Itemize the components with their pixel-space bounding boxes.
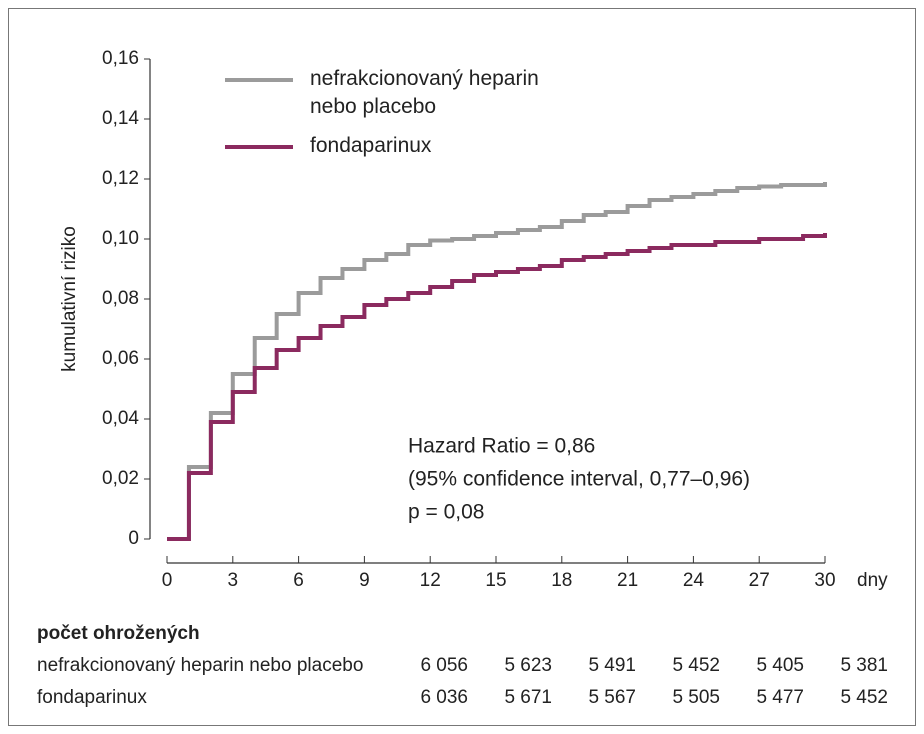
- risk-cell: 5 623: [504, 655, 552, 676]
- x-tick-label: 21: [617, 570, 638, 591]
- step-line: [167, 233, 827, 541]
- y-tick-label: 0,06: [102, 348, 139, 369]
- step-line: [167, 182, 827, 541]
- x-tick-label: 15: [485, 570, 506, 591]
- x-axis-label: dny: [857, 570, 888, 591]
- x-tick-label: 27: [749, 570, 770, 591]
- x-tick-label: 12: [420, 570, 441, 591]
- risk-cell: 5 671: [504, 687, 552, 708]
- y-tick-label: 0,14: [102, 108, 139, 129]
- frame: [8, 8, 916, 726]
- risk-cell: 5 452: [840, 687, 888, 708]
- risk-row-label: nefrakcionovaný heparin nebo placebo: [37, 655, 363, 676]
- y-tick-label: 0,12: [102, 168, 139, 189]
- legend-label: fondaparinux: [310, 134, 432, 157]
- x-tick-label: 18: [551, 570, 572, 591]
- risk-row-label: fondaparinux: [37, 687, 147, 708]
- annotation: Hazard Ratio = 0,86: [408, 435, 595, 458]
- y-tick-label: 0,16: [102, 48, 139, 69]
- annotation: (95% confidence interval, 0,77–0,96): [408, 468, 750, 491]
- annotation: p = 0,08: [408, 501, 484, 524]
- risk-cell: 6 056: [420, 655, 468, 676]
- x-tick-label: 9: [359, 570, 370, 591]
- y-tick-label: 0,08: [102, 288, 139, 309]
- risk-cell: 5 491: [588, 655, 636, 676]
- x-tick-label: 3: [228, 570, 239, 591]
- legend-label: nefrakcionovaný heparin nebo placebo: [310, 67, 539, 118]
- risk-cell: 5 505: [672, 687, 720, 708]
- risk-cell: 5 452: [672, 655, 720, 676]
- x-tick-label: 0: [162, 570, 173, 591]
- x-tick-label: 6: [293, 570, 304, 591]
- risk-cell: 5 381: [840, 655, 888, 676]
- y-axis-label: kumulativní riziko: [59, 226, 80, 372]
- x-tick-label: 24: [683, 570, 705, 591]
- risk-cell: 6 036: [420, 687, 468, 708]
- risk-table-title: počet ohrožených: [37, 623, 200, 644]
- x-tick-label: 30: [814, 570, 835, 591]
- risk-cell: 5 477: [756, 687, 804, 708]
- y-tick-label: 0: [128, 528, 139, 549]
- y-tick-label: 0,04: [102, 408, 139, 429]
- y-tick-label: 0,02: [102, 468, 139, 489]
- risk-cell: 5 405: [756, 655, 804, 676]
- risk-cell: 5 567: [588, 687, 636, 708]
- y-tick-label: 0,10: [102, 228, 139, 249]
